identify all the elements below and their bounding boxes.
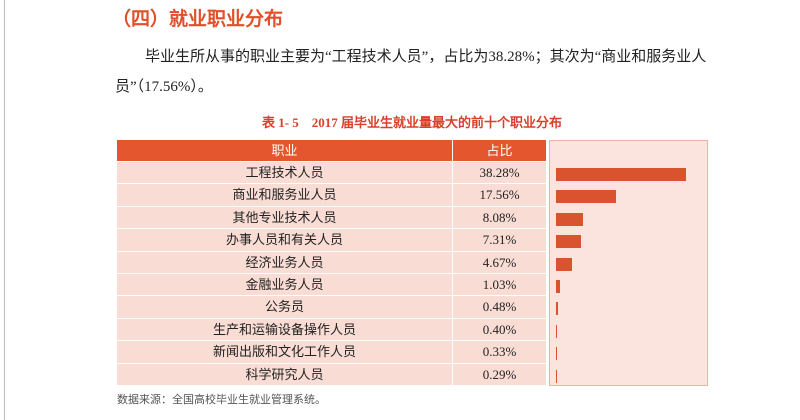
share-bar [556,280,560,293]
share-bar [556,168,687,181]
share-cell: 0.29% [452,363,546,386]
bar-panel [549,140,708,386]
occupation-cell: 公务员 [117,296,452,319]
share-cell: 0.40% [452,318,546,342]
occupation-cell: 经济业务人员 [117,251,452,274]
share-cell: 0.48% [452,296,546,319]
share-bar [556,369,557,383]
page-edge [4,0,5,420]
occupation-cell: 工程技术人员 [117,162,452,185]
table-caption: 表 1- 5 2017 届毕业生就业量最大的前十个职业分布 [261,115,563,130]
occupation-cell: 其他专业技术人员 [117,206,452,230]
paragraph: 毕业生所从事的职业主要为“工程技术人员”，占比为38.28%；其次为“商业和服务… [115,49,707,95]
header-cell: 占比 [452,140,546,162]
share-cell: 4.67% [452,251,546,274]
share-cell: 0.33% [452,341,546,364]
occupation-cell: 金融业务人员 [117,274,452,297]
share-bar [556,212,584,226]
share-cell: 1.03% [452,274,546,297]
section-heading: （四）就业职业分布 [112,8,284,30]
occupation-cell: 科学研究人员 [117,363,452,386]
share-cell: 8.08% [452,206,546,230]
occupation-cell: 新闻出版和文化工作人员 [117,341,452,364]
share-cell: 7.31% [452,229,546,252]
occupation-cell: 生产和运输设备操作人员 [117,318,452,342]
share-bar [556,190,616,204]
source-note: 数据来源：全国高校毕业生就业管理系统。 [117,394,326,406]
occupation-cell: 商业和服务业人员 [117,184,452,207]
share-bar [556,302,558,316]
occupation-cell: 办事人员和有关人员 [117,229,452,252]
share-bar [556,347,558,361]
share-cell: 17.56% [452,184,546,207]
share-bar [556,257,572,271]
share-cell: 38.28% [452,162,546,185]
share-bar [556,324,558,338]
share-bar [556,235,581,249]
header-cell: 职业 [117,140,452,162]
